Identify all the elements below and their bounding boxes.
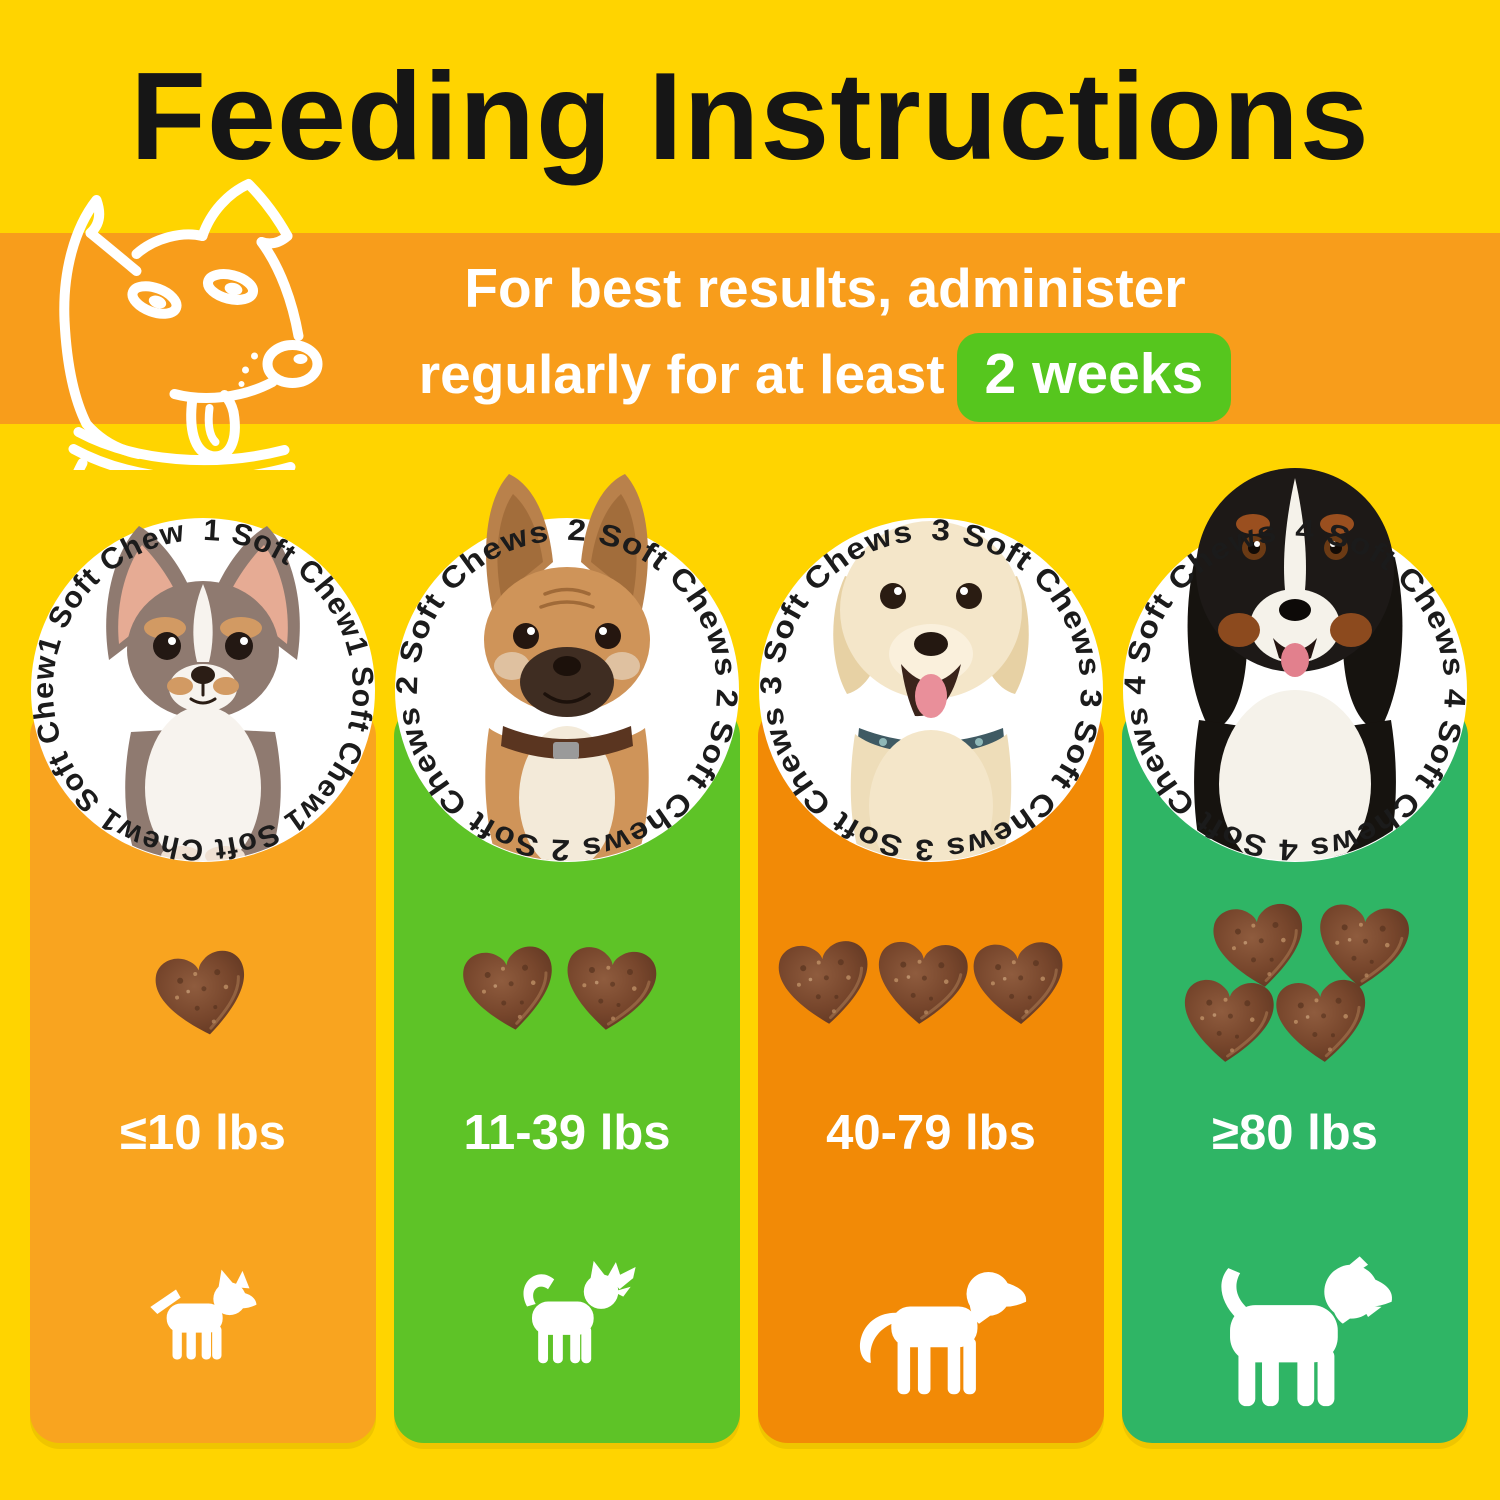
page-title: Feeding Instructions: [130, 48, 1370, 186]
chew-heart-icon: [560, 943, 660, 1036]
chew-heart-icon: [150, 945, 256, 1044]
large-dog-silhouette-icon: [859, 1272, 1027, 1395]
chew-heart-icon: [1179, 976, 1277, 1067]
medium-dog-silhouette-icon: [523, 1260, 636, 1364]
ring-text: 3 Soft Chews 3 Soft Chews 3 Soft Chews 3…: [759, 518, 1103, 862]
svg-text:3 Soft Chews 3 Soft Chews 3 So: 3 Soft Chews 3 Soft Chews 3 Soft Chews 3…: [759, 518, 1103, 862]
golden-retriever-puppy-photo: [833, 521, 1029, 861]
chew-heart-icon: [873, 938, 971, 1029]
size-column-4: 4 Soft Chews 4 Soft Chews 4 Soft Chews 4…: [1122, 468, 1468, 1443]
size-column-3: 3 Soft Chews 3 Soft Chews 3 Soft Chews 3…: [758, 518, 1104, 1443]
duration-badge: 2 weeks: [956, 332, 1232, 422]
dog-photo-circle: 4 Soft Chews 4 Soft Chews 4 Soft Chews 4…: [1123, 398, 1467, 862]
svg-text:2 Soft Chews 2 Soft Chews 2 So: 2 Soft Chews 2 Soft Chews 2 Soft Chews 2…: [395, 518, 739, 862]
chew-heart-icon: [458, 942, 562, 1038]
svg-text:1 Soft Chew1 Soft Chew1 Soft C: 1 Soft Chew1 Soft Chew1 Soft Chew1 Soft …: [31, 518, 375, 862]
weight-label: ≤10 lbs: [120, 1106, 286, 1160]
ring-text: 1 Soft Chew1 Soft Chew1 Soft Chew1 Soft …: [31, 518, 375, 862]
weight-label: ≥80 lbs: [1212, 1106, 1378, 1160]
weight-label: 11-39 lbs: [463, 1106, 671, 1160]
size-column-1: 1 Soft Chew1 Soft Chew1 Soft Chew1 Soft …: [30, 518, 376, 1443]
cartoon-dog-lineart-icon: [59, 179, 323, 470]
xlarge-dog-silhouette-icon: [1221, 1256, 1392, 1407]
french-bulldog-photo: [484, 474, 650, 861]
chew-heart-icon: [1273, 976, 1371, 1067]
chihuahua-puppy-photo: [106, 526, 300, 861]
banner-line1: For best results, administer: [464, 257, 1186, 319]
weight-label: 40-79 lbs: [826, 1106, 1036, 1160]
bernese-mountain-dog-photo: [1187, 468, 1403, 861]
size-column-2: 2 Soft Chews 2 Soft Chews 2 Soft Chews 2…: [394, 474, 740, 1443]
small-dog-silhouette-icon: [150, 1269, 257, 1360]
dog-photo-circle: 1 Soft Chew1 Soft Chew1 Soft Chew1 Soft …: [31, 398, 375, 862]
chew-heart-icon: [775, 937, 875, 1030]
dog-photo-circle: 3 Soft Chews 3 Soft Chews 3 Soft Chews 3…: [759, 398, 1103, 862]
svg-text:4 Soft Chews 4 Soft Chews 4 So: 4 Soft Chews 4 Soft Chews 4 Soft Chews 4…: [1123, 518, 1467, 862]
banner-text: For best results, administer regularly f…: [350, 252, 1300, 422]
ring-text: 2 Soft Chews 2 Soft Chews 2 Soft Chews 2…: [395, 518, 739, 862]
chew-heart-icon: [970, 939, 1068, 1028]
dog-photo-circle: 2 Soft Chews 2 Soft Chews 2 Soft Chews 2…: [395, 398, 739, 862]
ring-text: 4 Soft Chews 4 Soft Chews 4 Soft Chews 4…: [1123, 518, 1467, 862]
banner-line2: regularly for at least 2 weeks: [350, 332, 1300, 422]
